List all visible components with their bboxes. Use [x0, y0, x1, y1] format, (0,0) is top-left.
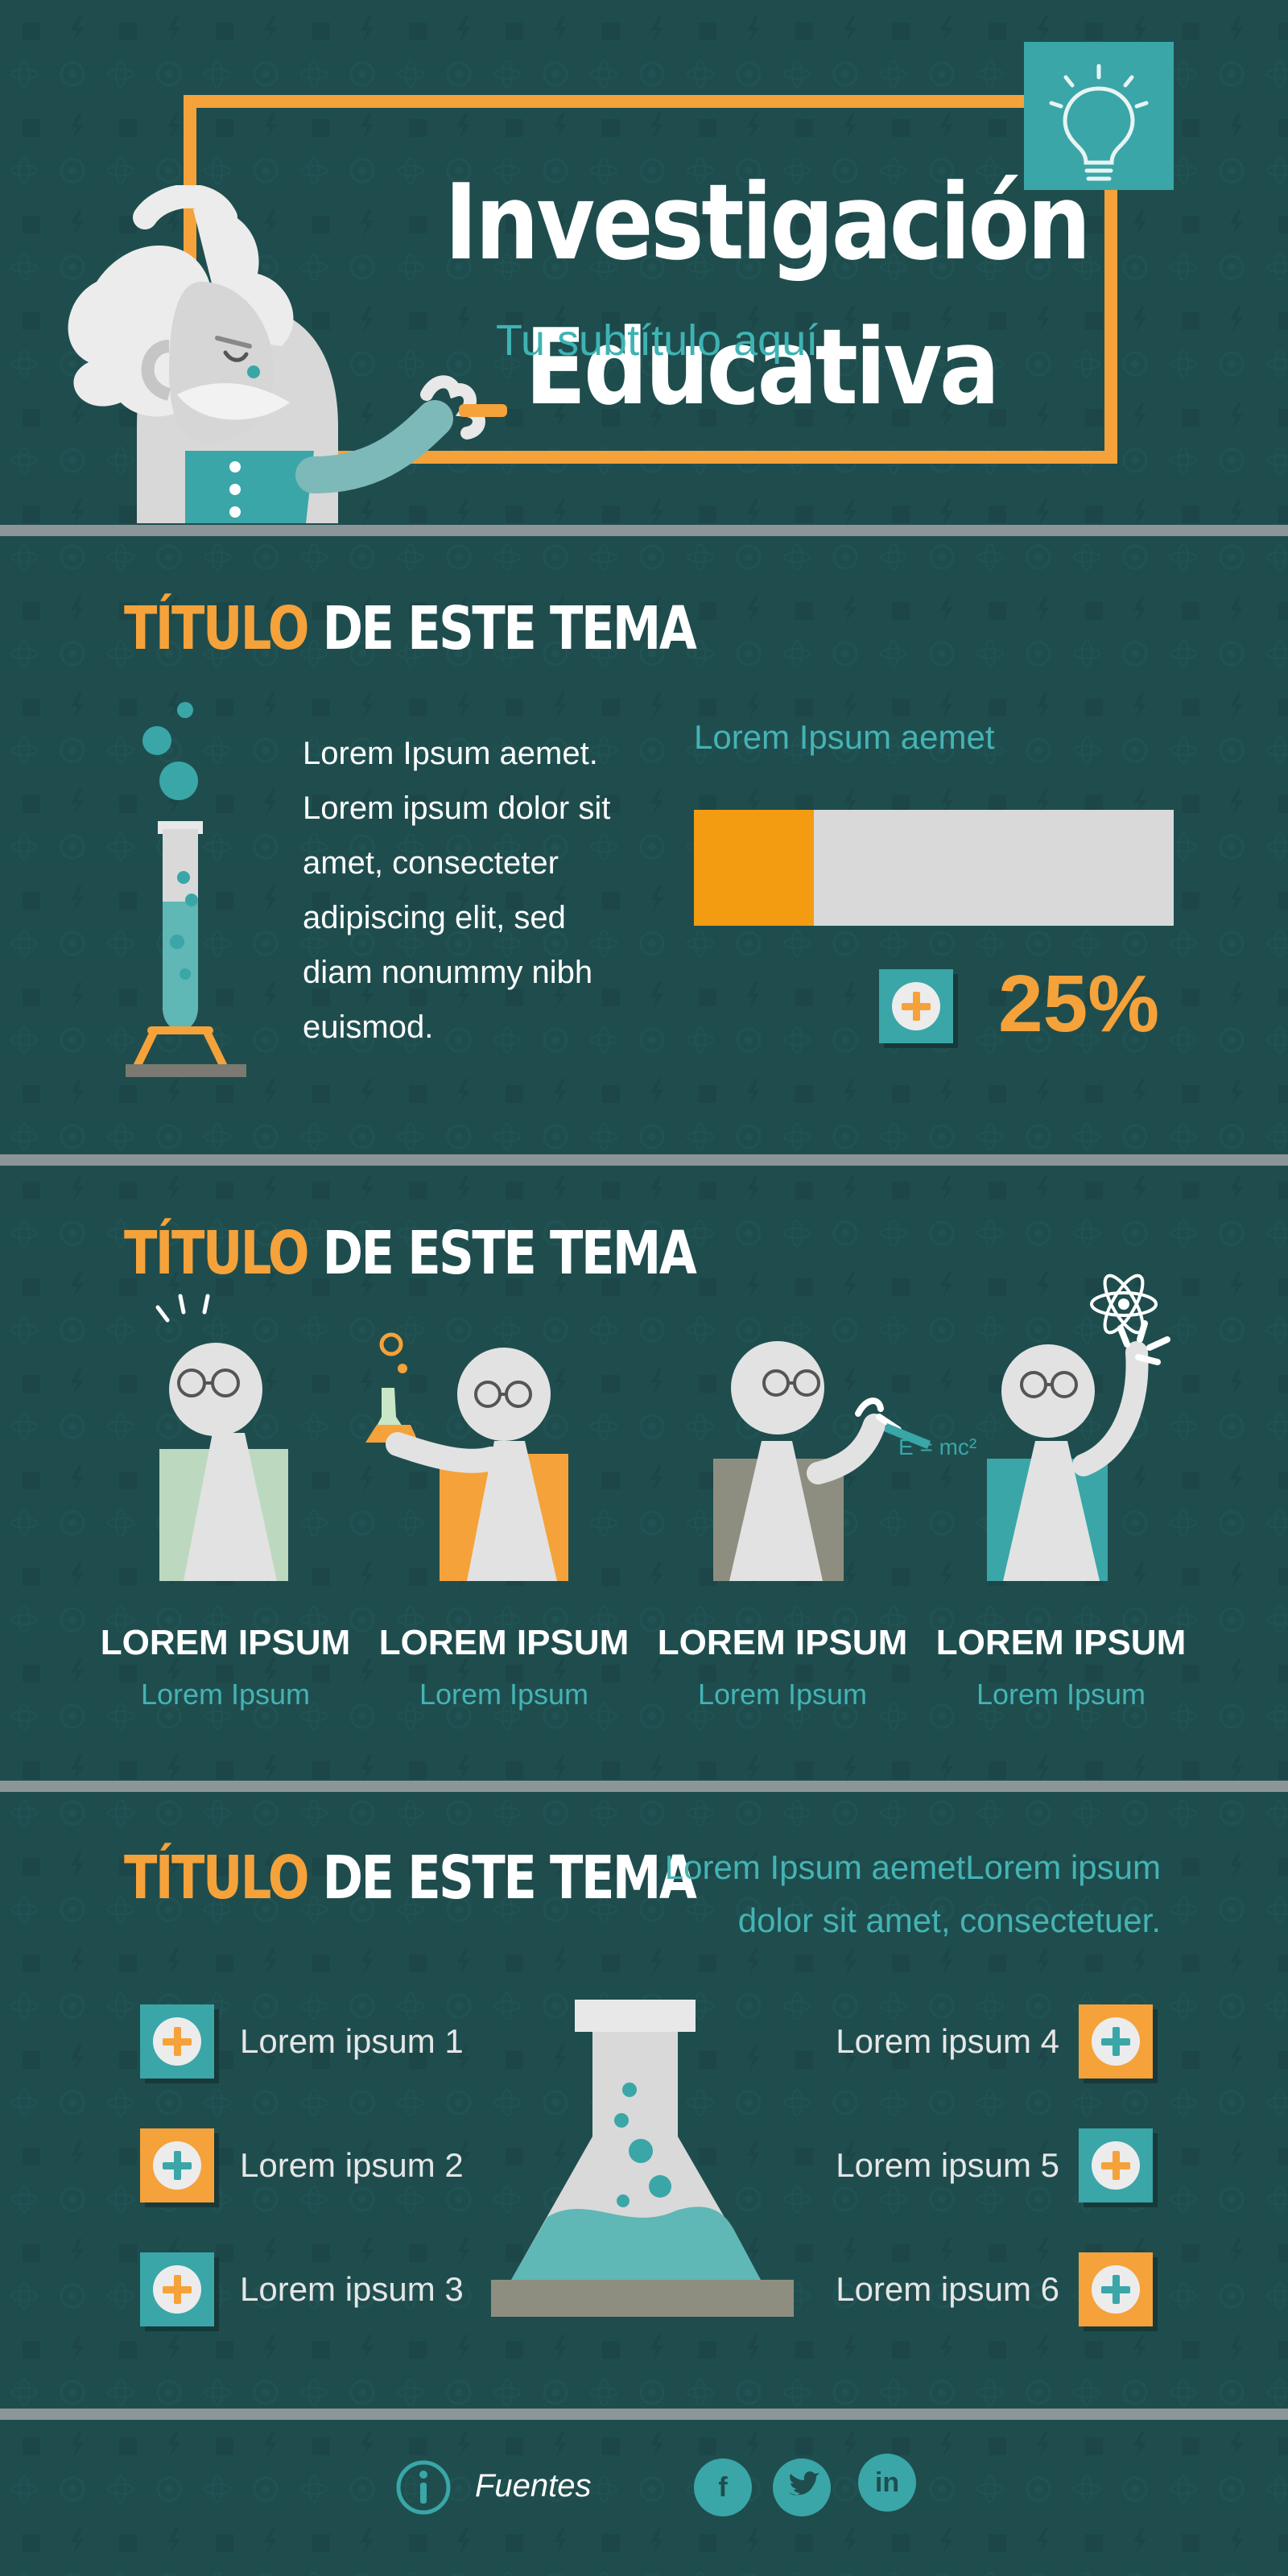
- test-tube-icon: [126, 702, 246, 1077]
- linkedin-icon[interactable]: in: [858, 2454, 916, 2512]
- scientist-figure-1: [155, 1294, 288, 1581]
- progress-label: Lorem Ipsum aemet: [694, 718, 995, 756]
- divider-4: [0, 2409, 1288, 2420]
- scientist-figure-4: [987, 1274, 1170, 1581]
- list-item-5: Lorem ipsum 5: [836, 2146, 1059, 2184]
- lightbulb-icon: [1049, 64, 1149, 181]
- flask-icon: [491, 2000, 794, 2317]
- list-plus-icon-6: [1079, 2252, 1153, 2326]
- twitter-icon[interactable]: [773, 2458, 831, 2516]
- section1-title-rest: DE ESTE TEMA: [307, 594, 697, 663]
- title-line-2: Educativa: [525, 306, 1000, 428]
- list-plus-icon-5: [1079, 2128, 1153, 2202]
- info-icon: [396, 2460, 451, 2515]
- scientist-illustration: [68, 185, 507, 523]
- section2-title: TÍTULO DE ESTE TEMA: [124, 1219, 697, 1288]
- divider-2: [0, 1154, 1288, 1166]
- formula-text: E = mc²: [898, 1435, 977, 1459]
- section1-title-highlight: TÍTULO: [124, 594, 309, 663]
- person-label-1: LOREM IPSUM: [100, 1623, 351, 1662]
- twitter-bird-icon: [789, 2471, 819, 2496]
- section1-body: Lorem Ipsum aemet. Lorem ipsum dolor sit…: [303, 736, 611, 1045]
- facebook-icon[interactable]: f: [694, 2458, 752, 2516]
- list-item-1: Lorem ipsum 1: [240, 2022, 464, 2060]
- list-item-6: Lorem ipsum 6: [836, 2270, 1059, 2308]
- section3-description-line1: Lorem Ipsum aemetLorem ipsum: [664, 1848, 1161, 1886]
- person-sub-2: Lorem Ipsum: [419, 1678, 589, 1711]
- list-item-2: Lorem ipsum 2: [240, 2146, 464, 2184]
- list-plus-icon-4: [1079, 2004, 1153, 2079]
- lightbulb-box: [1024, 42, 1174, 190]
- scientist-figure-3: [713, 1341, 931, 1581]
- person-label-2: LOREM IPSUM: [378, 1623, 630, 1662]
- person-sub-3: Lorem Ipsum: [697, 1678, 868, 1711]
- person-sub-1: Lorem Ipsum: [140, 1678, 311, 1711]
- section3-title-rest: DE ESTE TEMA: [307, 1843, 697, 1913]
- person-sub-4: Lorem Ipsum: [976, 1678, 1146, 1711]
- progress-percent: 25%: [998, 959, 1160, 1049]
- list-item-3: Lorem ipsum 3: [240, 2270, 464, 2308]
- person-label-4: LOREM IPSUM: [935, 1623, 1187, 1662]
- section2-title-rest: DE ESTE TEMA: [307, 1219, 697, 1288]
- sources-link[interactable]: Fuentes: [475, 2468, 592, 2504]
- progress-bar-fill: [694, 810, 814, 926]
- subtitle: Tu subtítulo aquí: [496, 316, 819, 365]
- section3-description-line2: dolor sit amet, consectetuer.: [737, 1901, 1161, 1939]
- list-item-4: Lorem ipsum 4: [836, 2022, 1059, 2060]
- person-label-3: LOREM IPSUM: [657, 1623, 908, 1662]
- section2-title-highlight: TÍTULO: [124, 1219, 309, 1288]
- divider-3: [0, 1781, 1288, 1792]
- section3-title: TÍTULO DE ESTE TEMA: [124, 1843, 697, 1913]
- list-plus-icon-1: [140, 2004, 214, 2079]
- progress-bar: [694, 810, 1174, 926]
- title-line-1: Investigación: [444, 161, 1091, 283]
- list-plus-icon-3: [140, 2252, 214, 2326]
- list-plus-icon-2: [140, 2128, 214, 2202]
- scientist-figure-2: [365, 1332, 568, 1581]
- divider-1: [0, 525, 1288, 536]
- section1-title: TÍTULO DE ESTE TEMA: [124, 594, 697, 663]
- progress-plus-icon: [879, 969, 953, 1043]
- section3-title-highlight: TÍTULO: [124, 1843, 309, 1913]
